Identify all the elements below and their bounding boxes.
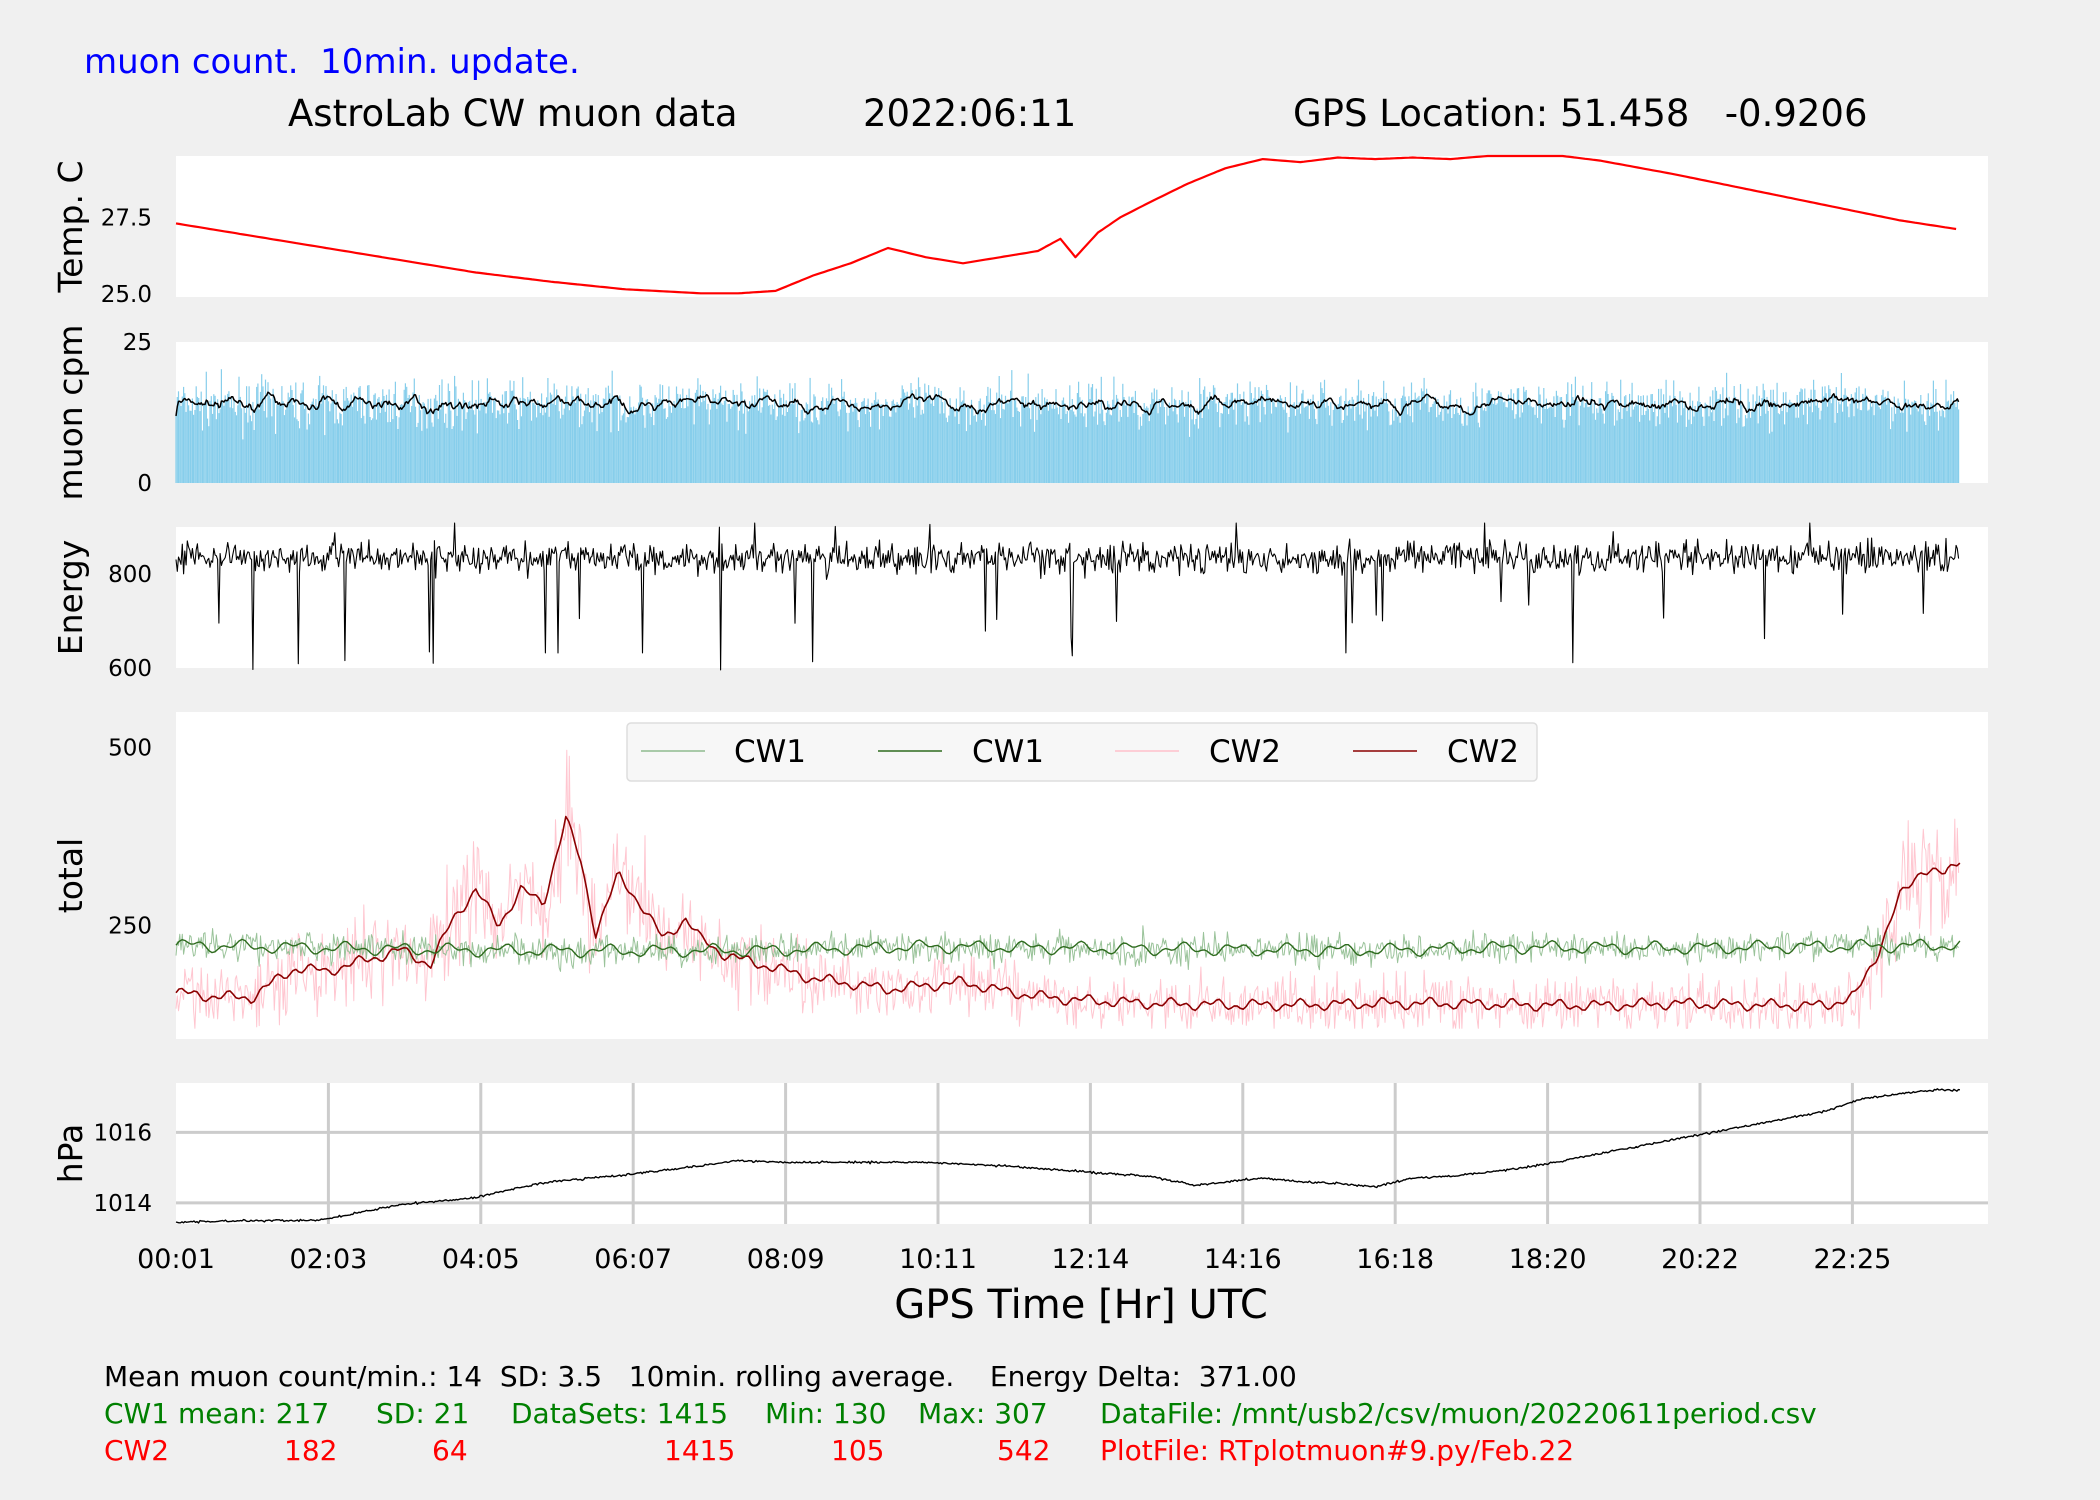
cw2-average-line <box>175 815 1961 1013</box>
xtick-label: 08:09 <box>747 1244 825 1275</box>
ytick-label: 1014 <box>93 1191 152 1217</box>
chart-subtitle: muon count. 10min. update. <box>84 42 580 82</box>
ytick-label: 500 <box>108 736 152 762</box>
footer-cw1-min: Min: 130 <box>765 1397 887 1430</box>
pressure-line <box>175 1088 1960 1224</box>
xtick-label: 06:07 <box>594 1244 672 1275</box>
xtick-label: 04:05 <box>442 1244 520 1275</box>
legend-label-3: CW2 <box>1209 734 1281 770</box>
ylabel: Energy <box>51 540 90 656</box>
ylabel: muon cpm <box>51 325 90 501</box>
legend-box <box>626 722 1538 782</box>
xtick-label: 20:22 <box>1661 1244 1739 1275</box>
footer-cw1-sd: SD: 21 <box>376 1397 470 1430</box>
legend-label-4: CW2 <box>1447 734 1519 770</box>
legend: CW1 CW1 CW2 CW2 <box>626 722 1538 782</box>
xtick-label: 12:14 <box>1051 1244 1129 1275</box>
ytick-label: 600 <box>108 656 152 682</box>
chart-date: 2022:06:11 <box>863 92 1077 135</box>
xtick-label: 18:20 <box>1509 1244 1587 1275</box>
footer-cw2-mean: 182 <box>284 1434 338 1467</box>
footer-cw2-max: 542 <box>997 1434 1051 1467</box>
xtick-label: 14:16 <box>1204 1244 1282 1275</box>
footer-datafile: DataFile: /mnt/usb2/csv/muon/20220611per… <box>1100 1397 1817 1430</box>
footer-cw2-min: 105 <box>831 1434 885 1467</box>
energy-line <box>175 522 1960 671</box>
muon-rolling-average <box>175 391 1960 417</box>
ytick-label: 1016 <box>93 1120 152 1146</box>
energy-plot-area <box>176 527 1988 668</box>
ylabel: total <box>51 838 90 913</box>
footer-cw1-max: Max: 307 <box>918 1397 1048 1430</box>
ytick-label: 27.5 <box>101 205 152 231</box>
xaxis-label: GPS Time [Hr] UTC <box>894 1282 1268 1328</box>
ylabel: Temp. C <box>51 161 90 294</box>
cw1-average-line <box>175 938 1961 959</box>
temperature-line <box>175 154 1957 295</box>
xtick-label: 10:11 <box>899 1244 977 1275</box>
temperature-plot-area <box>176 156 1988 297</box>
ylabel: hPa <box>51 1124 90 1184</box>
xtick-label: 22:25 <box>1813 1244 1891 1275</box>
gps-location: GPS Location: 51.458 -0.9206 <box>1293 92 1868 135</box>
xtick-label: 00:01 <box>137 1244 215 1275</box>
footer-cw2-sd: 64 <box>432 1434 468 1467</box>
footer-cw2-datasets: 1415 <box>664 1434 736 1467</box>
footer-plotfile: PlotFile: RTplotmuon#9.py/Feb.22 <box>1100 1434 1575 1467</box>
ytick-label: 0 <box>137 471 152 497</box>
xtick-label: 16:18 <box>1356 1244 1434 1275</box>
xtick-label: 02:03 <box>289 1244 367 1275</box>
footer-cw2-label: CW2 <box>104 1434 170 1467</box>
ytick-label: 25.0 <box>101 282 152 308</box>
footer-cw1-mean: CW1 mean: 217 <box>104 1397 330 1430</box>
legend-label-1: CW1 <box>734 734 806 770</box>
cw2-raw-line <box>175 749 1960 1029</box>
ytick-label: 25 <box>123 330 152 356</box>
footer-cw1-datasets: DataSets: 1415 <box>511 1397 729 1430</box>
legend-label-2: CW1 <box>972 734 1044 770</box>
chart-title: AstroLab CW muon data <box>288 92 738 135</box>
pressure-plot-area <box>176 1083 1988 1224</box>
ytick-label: 800 <box>108 562 152 588</box>
footer-muon-stats: Mean muon count/min.: 14 SD: 3.5 10min. … <box>104 1360 1297 1393</box>
muon-bars <box>175 369 1960 483</box>
ytick-label: 250 <box>108 913 152 939</box>
